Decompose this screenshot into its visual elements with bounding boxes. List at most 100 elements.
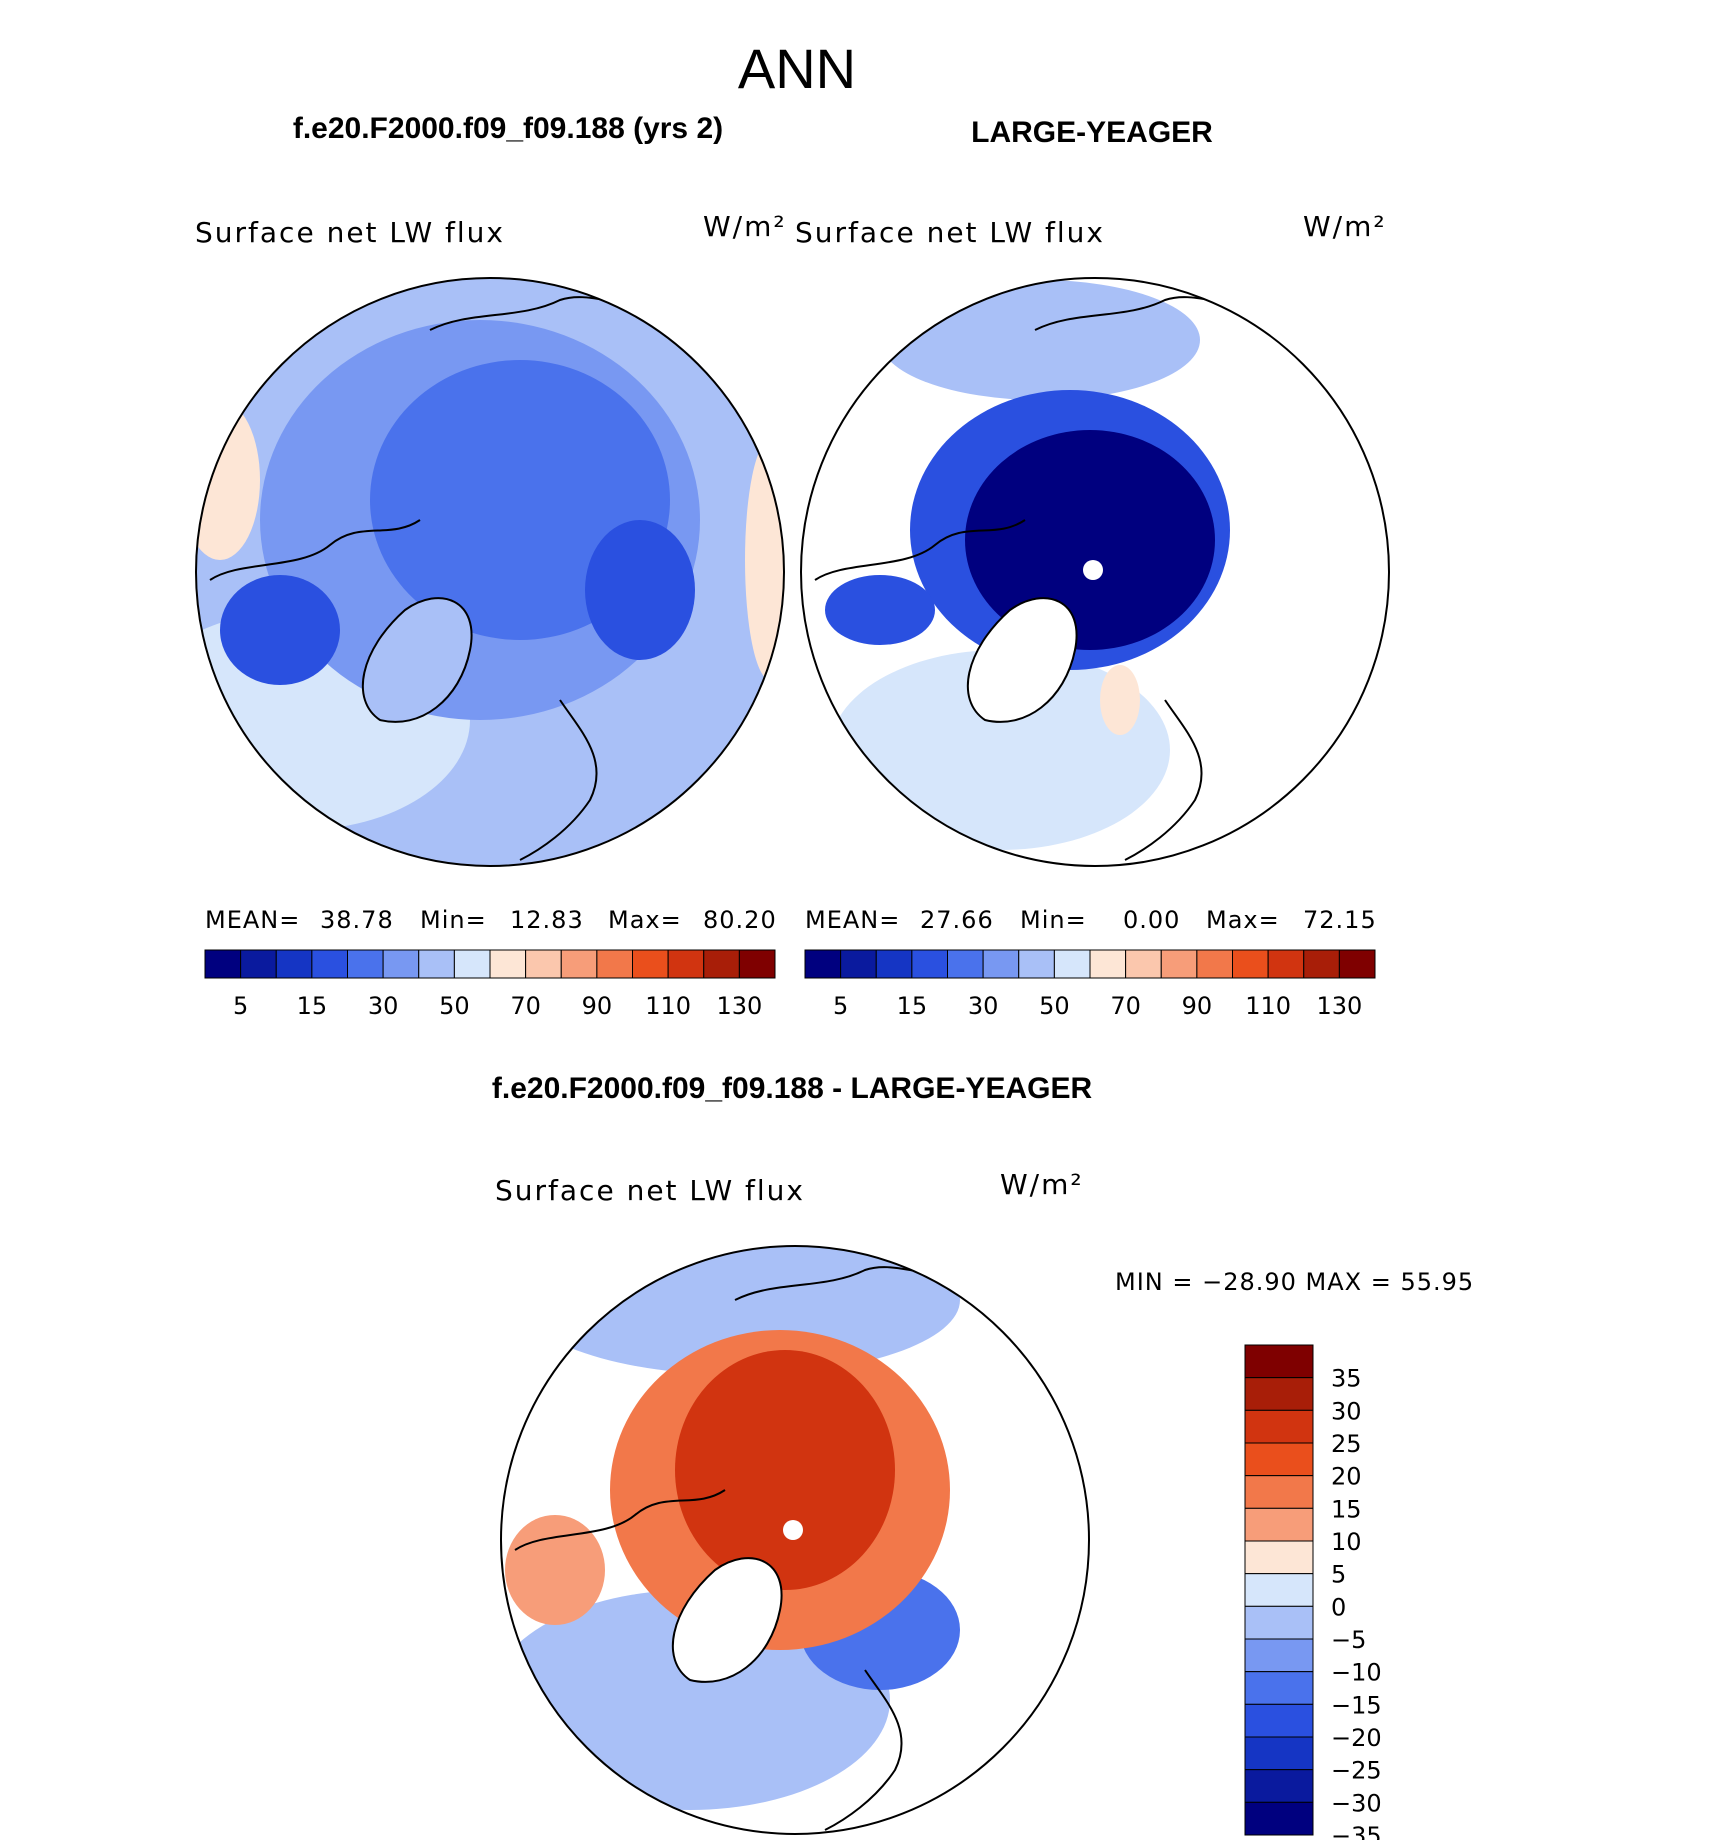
colorbar-obs-swatch [875,949,913,979]
colorbar-diff-swatch [1244,1344,1314,1379]
colorbar-model-tick-label: 90 [582,992,613,1020]
colorbar-model-tick-label: 130 [716,992,762,1020]
colorbar-model-swatch [738,949,776,979]
colorbar-obs-swatch [982,949,1020,979]
colorbar-model-swatch [632,949,669,979]
colorbar-diff-swatch [1244,1573,1314,1607]
map-diff-boundary [500,1245,1090,1835]
map-obs-coast-2 [1124,699,1203,861]
colorbar-obs-swatch [1303,949,1340,979]
map-obs-greenland [966,597,1078,723]
colorbar-obs-swatch [1267,949,1305,979]
figure-title: ANN [738,37,856,100]
panel-model-min-label: Min= [420,906,487,934]
panel-obs-mean-label: MEAN= [805,906,900,934]
panel-obs-max-label: Max= [1206,906,1280,934]
panel-obs-min-value: 0.00 [1123,906,1180,934]
colorbar-diff-tick-label: −20 [1331,1724,1382,1752]
colorbar-model: 5 15 30 50 70 90 110 130 [204,949,776,1020]
map-model-field-peach-right [745,440,784,680]
colorbar-diff-tick-label: −5 [1331,1626,1366,1654]
map-diff-coast-2 [824,1669,903,1831]
colorbar-obs-swatch [1018,949,1055,979]
colorbar-model-tick-label: 15 [297,992,328,1020]
panel-obs-variable: Surface net LW flux [795,216,1105,249]
colorbar-model-swatch [525,949,562,979]
colorbar-obs-tick-label: 130 [1316,992,1362,1020]
colorbar-diff-tick-label: 30 [1331,1397,1362,1425]
colorbar-diff-swatch [1244,1638,1314,1673]
colorbar-obs-tick-label: 15 [897,992,928,1020]
map-model-coast-2 [519,699,598,861]
panel-diff: f.e20.F2000.f09_f09.188 - LARGE-YEAGER S… [492,1072,1473,1840]
colorbar-model-swatch [347,949,384,979]
colorbar-model-swatch [560,949,598,979]
colorbar-diff-tick-label: 5 [1331,1561,1346,1589]
colorbar-diff-tick-label: 15 [1331,1495,1362,1523]
map-diff-greenland [671,1557,783,1683]
map-diff-coast-1 [514,1489,726,1551]
colorbar-model-swatch [204,949,242,979]
colorbar-diff-swatch [1244,1769,1314,1803]
map-model-boundary [195,277,785,867]
panel-diff-variable: Surface net LW flux [495,1174,805,1207]
colorbar-obs-swatch [911,949,948,979]
colorbar-obs-tick-label: 110 [1245,992,1291,1020]
colorbar-diff-tick-label: −25 [1331,1757,1382,1785]
map-obs-field-peach [1100,665,1140,735]
map-obs-pole-hole [1083,560,1103,580]
colorbar-obs-swatch [1196,949,1233,979]
colorbar-obs-swatch [1053,949,1091,979]
colorbar-obs: 5 15 30 50 70 90 110 130 [804,949,1376,1020]
colorbar-diff-swatch [1244,1703,1314,1738]
colorbar-diff-swatch [1244,1377,1314,1411]
map-model-greenland [361,597,473,723]
colorbar-model-swatch [311,949,348,979]
colorbar-diff: 35 30 25 20 15 10 5 0 −5 −10 −15 −20 −25 −30 −35 [1244,1344,1382,1840]
panel-obs-max-value: 72.15 [1303,906,1377,934]
colorbar-diff-swatch [1244,1605,1314,1640]
panel-obs-title: LARGE-YEAGER [971,116,1213,149]
map-obs-field-core [965,430,1215,650]
map-obs-field-outer-ocean [830,650,1170,850]
colorbar-obs-swatch [840,949,877,979]
colorbar-obs-tick-label: 50 [1039,992,1070,1020]
colorbar-diff-swatch [1244,1409,1314,1444]
colorbar-model-swatch [275,949,313,979]
colorbar-obs-tick-label: 90 [1182,992,1213,1020]
colorbar-diff-swatch [1244,1507,1314,1542]
panel-obs-units: W/m² [1303,210,1387,243]
colorbar-diff-tick-label: 20 [1331,1463,1362,1491]
colorbar-model-swatch [240,949,277,979]
map-obs-coast-1 [814,519,1026,581]
colorbar-diff-swatch [1244,1671,1314,1705]
map-model-field-strong-2 [585,520,695,660]
map-model [196,278,784,866]
colorbar-obs-tick-label: 70 [1110,992,1141,1020]
map-model-field-strong-1 [220,575,340,685]
colorbar-diff-tick-label: 35 [1331,1365,1362,1393]
colorbar-model-swatch [489,949,527,979]
colorbar-diff-tick-label: 25 [1331,1430,1362,1458]
colorbar-obs-swatch [1160,949,1198,979]
colorbar-obs-tick-label: 30 [968,992,999,1020]
colorbar-model-tick-label: 5 [233,992,248,1020]
panel-diff-title: f.e20.F2000.f09_f09.188 - LARGE-YEAGER [492,1072,1093,1105]
panel-model-max-label: Max= [608,906,682,934]
panel-obs: LARGE-YEAGER Surface net LW flux W/m² ME… [795,116,1390,1020]
colorbar-model-swatch [667,949,705,979]
colorbar-diff-swatch [1244,1475,1314,1509]
panel-model-units: W/m² [703,210,787,243]
colorbar-obs-swatch [947,949,984,979]
colorbar-obs-swatch [1125,949,1162,979]
map-model-coast-1 [209,519,421,581]
colorbar-model-tick-label: 110 [645,992,691,1020]
map-diff-pole-hole [783,1520,803,1540]
map-obs-boundary [800,277,1390,867]
panel-obs-mean-value: 27.66 [920,906,994,934]
panel-obs-min-label: Min= [1020,906,1087,934]
colorbar-diff-tick-label: −35 [1331,1822,1382,1840]
colorbar-obs-tick-label: 5 [833,992,848,1020]
colorbar-diff-tick-label: 0 [1331,1593,1346,1621]
